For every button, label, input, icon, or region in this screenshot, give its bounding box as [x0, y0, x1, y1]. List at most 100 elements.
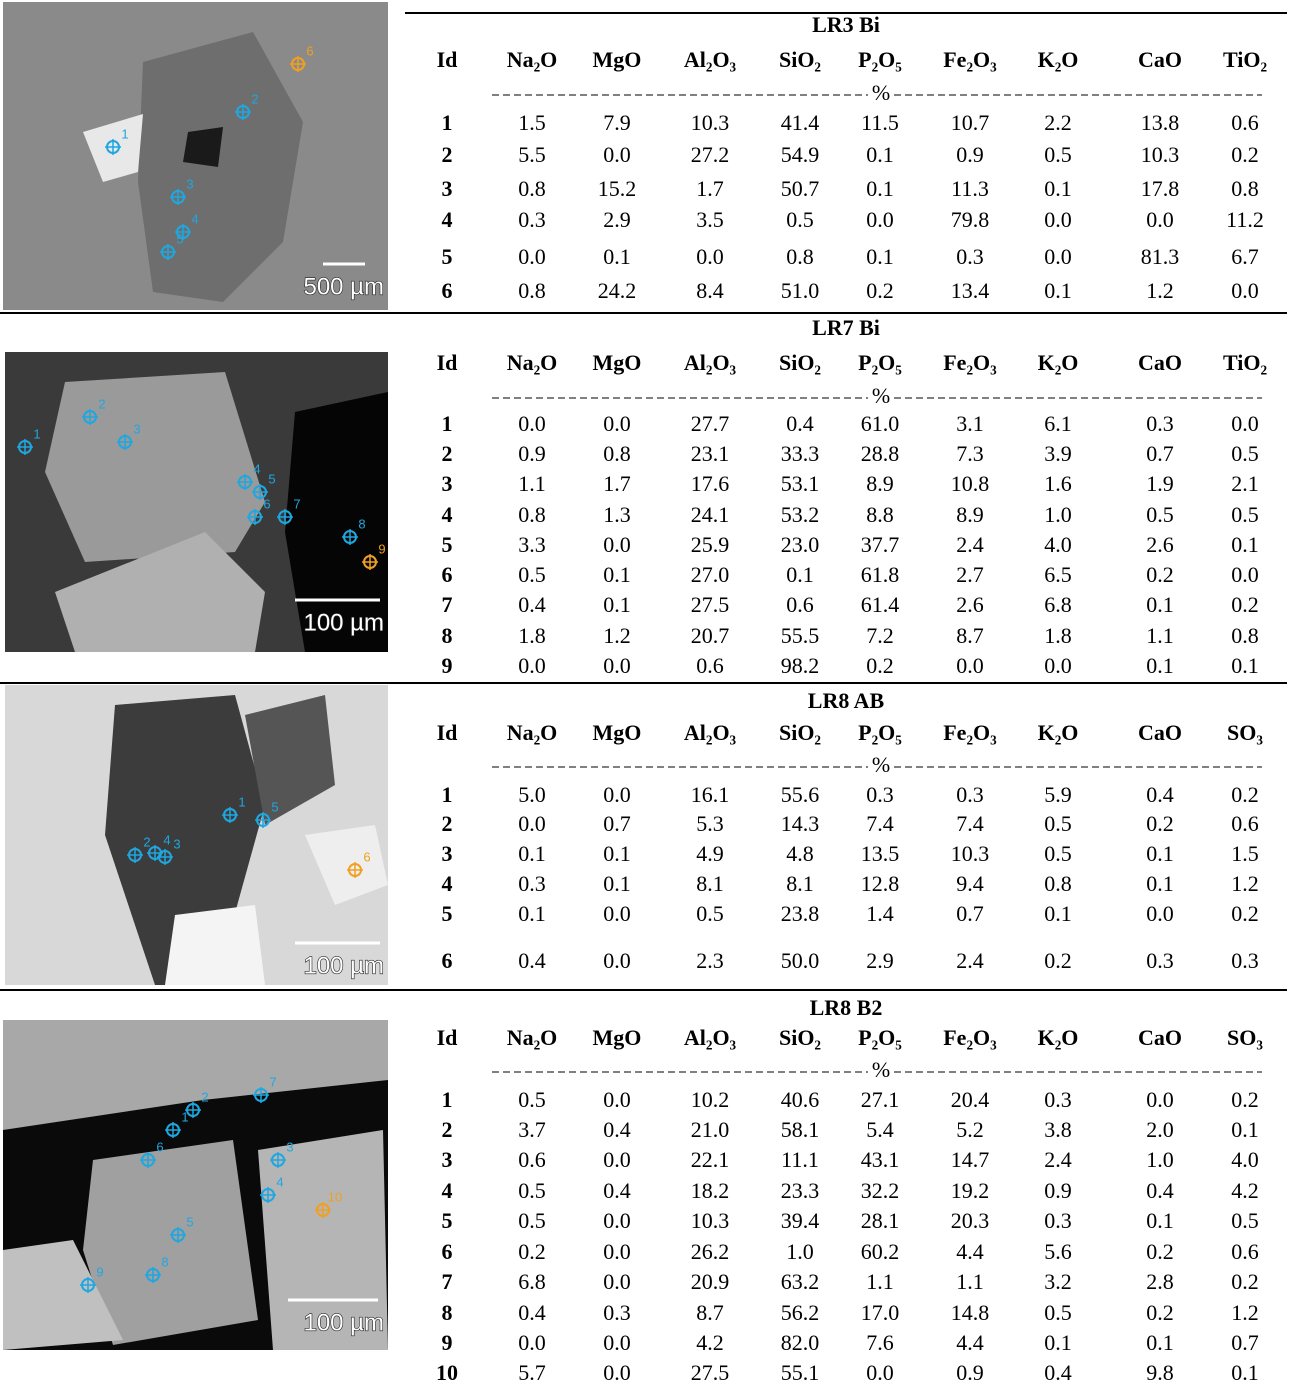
cell: 5.0: [518, 782, 546, 807]
cell: 0.1: [1146, 1330, 1174, 1355]
cell: 0.8: [518, 176, 546, 201]
cell: 8.1: [786, 871, 814, 896]
cell: 53.2: [781, 502, 820, 527]
column-header: P₂O₅: [858, 47, 902, 72]
cell: 0.1: [786, 562, 814, 587]
column-header: Id: [437, 1025, 458, 1050]
cell: 0.8: [1231, 623, 1259, 648]
cell: 3.5: [696, 207, 724, 232]
cell: 0.4: [518, 592, 546, 617]
cell: 0.0: [518, 244, 546, 269]
column-header: CaO: [1138, 350, 1182, 375]
cell: 27.0: [691, 562, 730, 587]
row-id: 6: [442, 1239, 453, 1264]
cell: 3.2: [1044, 1269, 1072, 1294]
cell: 0.5: [1044, 841, 1072, 866]
cell: 17.0: [861, 1300, 900, 1325]
cell: 0.2: [1231, 782, 1259, 807]
row-id: 5: [442, 244, 453, 269]
cell: 0.0: [518, 1330, 546, 1355]
cell: 61.8: [861, 562, 900, 587]
column-header: P₂O₅: [858, 350, 902, 375]
column-header: Fe₂O₃: [943, 350, 997, 375]
cell: 1.5: [1231, 841, 1259, 866]
cell: 2.1: [1231, 471, 1259, 496]
cell: 11.5: [861, 110, 899, 135]
cell: 0.1: [1231, 532, 1259, 557]
cell: 2.8: [1146, 1269, 1174, 1294]
row-id: 2: [442, 142, 453, 167]
cell: 0.0: [603, 1360, 631, 1385]
cell: 0.1: [518, 841, 546, 866]
cell: 2.7: [956, 562, 984, 587]
grain: [183, 127, 223, 167]
cell: 0.5: [1231, 502, 1259, 527]
cell: 0.1: [866, 244, 894, 269]
cell: 10.3: [1141, 142, 1180, 167]
column-header: Id: [437, 47, 458, 72]
cell: 1.1: [1146, 623, 1174, 648]
marker-label: 2: [201, 1089, 208, 1104]
cell: 0.8: [518, 502, 546, 527]
cell: 5.3: [696, 811, 724, 836]
column-header: MgO: [593, 47, 642, 72]
column-header: SO₃: [1227, 1025, 1263, 1050]
column-header: P₂O₅: [858, 720, 902, 745]
column-header: TiO₂: [1223, 47, 1268, 72]
cell: 21.0: [691, 1117, 730, 1142]
cell: 0.2: [1231, 901, 1259, 926]
cell: 0.3: [1146, 948, 1174, 973]
row-id: 6: [442, 278, 453, 303]
column-header: Fe₂O₃: [943, 720, 997, 745]
marker-label: 1: [181, 1109, 188, 1124]
cell: 2.9: [866, 948, 894, 973]
column-header: MgO: [593, 350, 642, 375]
cell: 8.8: [866, 502, 894, 527]
cell: 1.2: [1231, 1300, 1259, 1325]
grain: [55, 532, 265, 652]
cell: 0.2: [1044, 948, 1072, 973]
row-id: 6: [442, 562, 453, 587]
cell: 0.1: [1146, 653, 1174, 678]
cell: 13.8: [1141, 110, 1180, 135]
cell: 0.1: [518, 901, 546, 926]
cell: 24.1: [691, 502, 730, 527]
column-header: Al₂O₃: [684, 720, 737, 745]
cell: 0.2: [1231, 142, 1259, 167]
marker-label: 3: [286, 1139, 293, 1154]
cell: 4.0: [1231, 1147, 1259, 1172]
cell: 53.1: [781, 471, 820, 496]
cell: 0.4: [1146, 1178, 1174, 1203]
cell: 28.1: [861, 1208, 900, 1233]
cell: 18.2: [691, 1178, 730, 1203]
table-title: LR8 AB: [808, 688, 885, 713]
grain: [83, 1140, 258, 1345]
unit: %: [872, 752, 890, 777]
cell: 41.4: [781, 110, 820, 135]
cell: 0.6: [1231, 110, 1259, 135]
cell: 23.3: [781, 1178, 820, 1203]
cell: 3.9: [1044, 441, 1072, 466]
cell: 2.6: [956, 592, 984, 617]
marker-label: 5: [186, 1214, 193, 1229]
marker-label: 5: [271, 799, 278, 814]
cell: 0.0: [518, 411, 546, 436]
cell: 7.3: [956, 441, 984, 466]
cell: 7.6: [866, 1330, 894, 1355]
cell: 0.1: [1146, 871, 1174, 896]
cell: 0.4: [518, 1300, 546, 1325]
cell: 0.7: [1146, 441, 1174, 466]
cell: 0.0: [1044, 653, 1072, 678]
cell: 79.8: [951, 207, 990, 232]
cell: 5.4: [866, 1117, 894, 1142]
cell: 7.2: [866, 623, 894, 648]
cell: 0.0: [866, 207, 894, 232]
cell: 0.1: [603, 871, 631, 896]
marker-label: 9: [378, 541, 385, 556]
cell: 0.1: [1231, 653, 1259, 678]
grain: [258, 1130, 388, 1350]
cell: 5.2: [956, 1117, 984, 1142]
cell: 0.3: [518, 871, 546, 896]
